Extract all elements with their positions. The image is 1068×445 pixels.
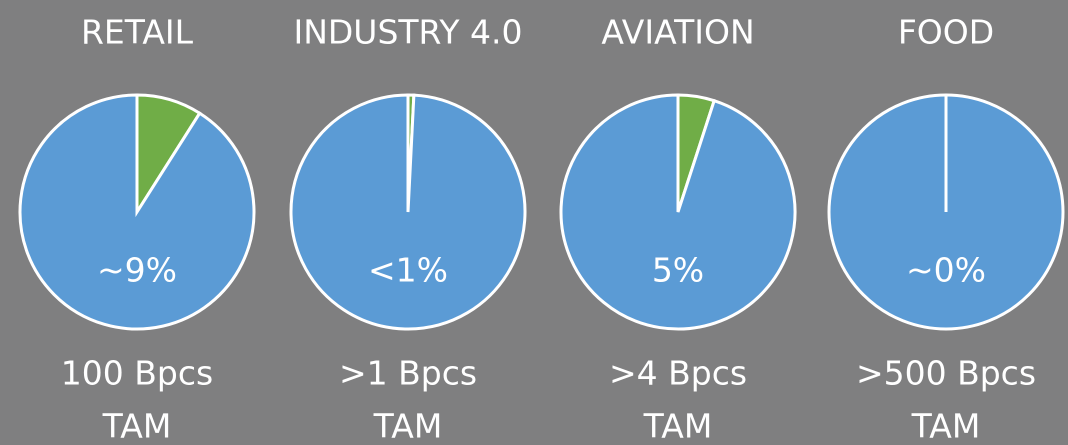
value-label: ~0%: [906, 251, 986, 290]
pie-title: AVIATION: [601, 13, 754, 52]
caption: >4 Bpcs: [609, 354, 747, 393]
caption: TAM: [373, 407, 443, 445]
caption: TAM: [911, 407, 981, 445]
caption: 100 Bpcs: [61, 354, 213, 393]
caption: >500 Bpcs: [856, 354, 1036, 393]
caption: >1 Bpcs: [339, 354, 477, 393]
caption: TAM: [643, 407, 713, 445]
caption: TAM: [102, 407, 172, 445]
pie-title: RETAIL: [81, 13, 194, 52]
value-label: <1%: [368, 251, 448, 290]
value-label: ~9%: [97, 251, 177, 290]
pie-title: FOOD: [898, 13, 994, 52]
pie-title: INDUSTRY 4.0: [293, 13, 522, 52]
value-label: 5%: [652, 251, 704, 290]
